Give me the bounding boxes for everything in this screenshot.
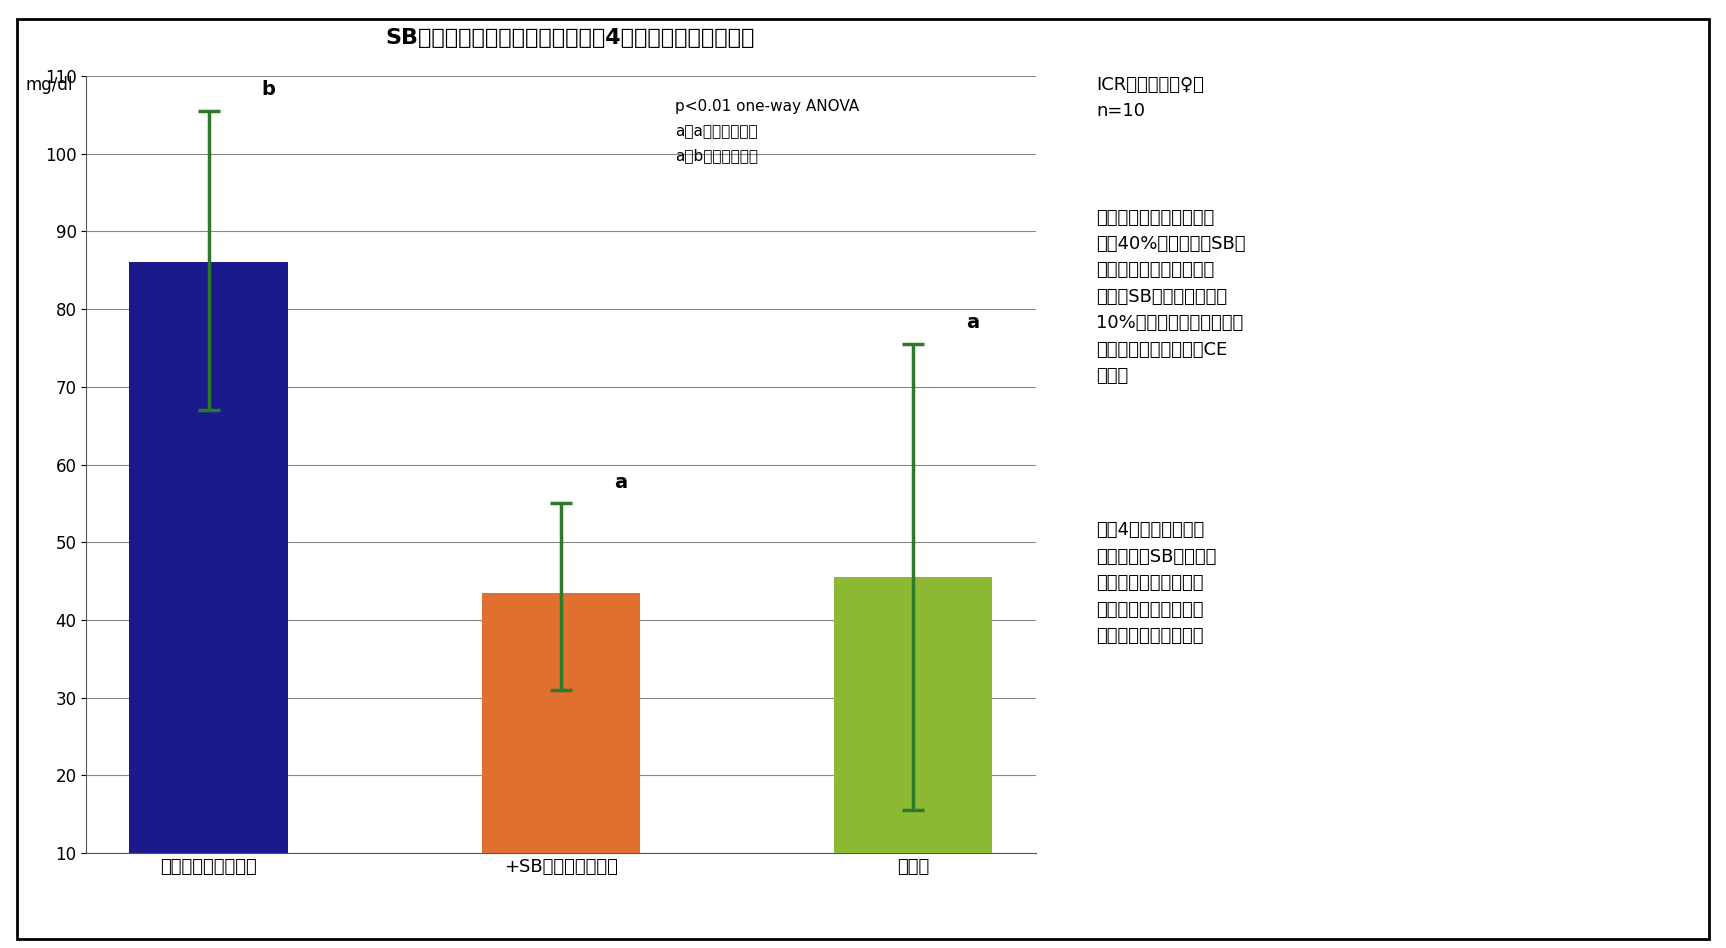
Text: 摂取4週間後の中性脂
肪の値は、SBヤマブシ
タケの群は、高脂肪食
単体より抑制され、通
常食と同等であった。: 摂取4週間後の中性脂 肪の値は、SBヤマブシ タケの群は、高脂肪食 単体より抑制… [1096, 521, 1217, 645]
Text: p<0.01 one-way ANOVA
aとaは有意差なし
aとbは有意差あり: p<0.01 one-way ANOVA aとaは有意差なし aとbは有意差あり [675, 100, 860, 163]
Text: ICR系マウス（♀）
n=10: ICR系マウス（♀） n=10 [1096, 76, 1205, 120]
Bar [129, 263, 288, 931]
Bar [834, 577, 992, 931]
Text: a: a [967, 314, 979, 333]
Text: b: b [262, 81, 276, 100]
Text: SBヤマブシタケ微粉末添加食摂取4週後の血清中性脂肪値: SBヤマブシタケ微粉末添加食摂取4週後の血清中性脂肪値 [385, 28, 754, 48]
Text: mg/dl: mg/dl [26, 76, 74, 94]
Text: a: a [614, 473, 627, 492]
Bar [482, 592, 640, 931]
Text: 飼料の組成：高脂肪食は
牛脂40%添加した。SBヤ
マブシタケの群用は高脂
肪食にSBヤマブシタケを
10%添加した。また通常食
の群用も用意した。（CE
ー２: 飼料の組成：高脂肪食は 牛脂40%添加した。SBヤ マブシタケの群用は高脂 肪食… [1096, 209, 1246, 385]
